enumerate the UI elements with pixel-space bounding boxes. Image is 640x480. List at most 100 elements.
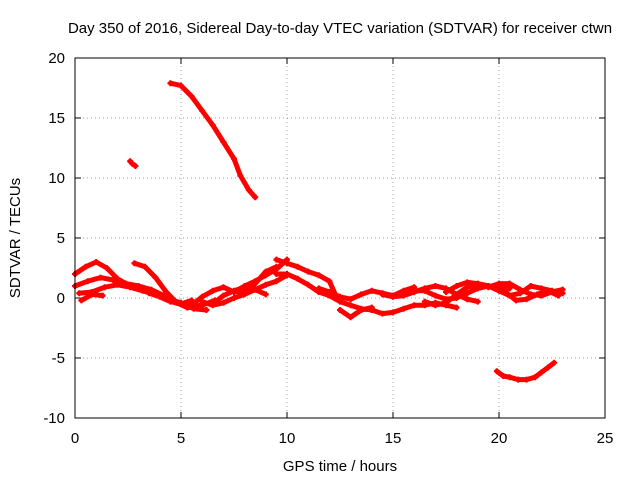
data-point: [400, 305, 407, 312]
data-point: [231, 289, 237, 295]
data-point: [368, 307, 375, 313]
data-point: [502, 289, 509, 295]
data-point: [152, 274, 159, 281]
data-point: [551, 359, 558, 366]
series-trace: [273, 271, 375, 313]
data-point: [78, 297, 85, 304]
data-point: [237, 172, 244, 179]
x-tick-label: 25: [597, 430, 614, 447]
data-point: [110, 277, 117, 283]
data-point: [506, 280, 513, 287]
data-point: [326, 278, 333, 285]
data-point: [284, 260, 290, 267]
data-point: [252, 286, 259, 293]
data-point: [103, 265, 110, 271]
data-point: [84, 278, 91, 285]
data-point: [464, 296, 471, 303]
data-point: [421, 298, 428, 305]
data-point: [252, 194, 259, 201]
data-point: [93, 259, 100, 265]
x-tick-label: 5: [177, 430, 185, 447]
data-point: [231, 295, 237, 301]
data-point: [188, 302, 195, 309]
data-point: [538, 369, 545, 376]
data-point: [326, 289, 333, 295]
data-point: [184, 304, 191, 311]
data-point: [97, 274, 104, 281]
data-point: [76, 290, 83, 297]
data-point: [273, 256, 280, 263]
data-point: [474, 298, 481, 305]
data-point: [379, 291, 386, 298]
data-point: [101, 284, 108, 291]
data-point: [493, 368, 500, 375]
data-point: [167, 80, 174, 87]
data-point: [411, 287, 418, 294]
data-point: [534, 291, 541, 298]
data-point: [523, 376, 530, 383]
data-point: [390, 293, 396, 300]
y-tick-label: 20: [48, 50, 65, 67]
data-point: [337, 293, 343, 300]
data-point: [555, 292, 562, 299]
data-point: [485, 284, 492, 291]
data-point: [231, 155, 237, 162]
data-series: [167, 80, 259, 201]
y-tick-label: 15: [48, 110, 65, 127]
chart-title: Day 350 of 2016, Sidereal Day-to-day VTE…: [68, 20, 612, 37]
data-point: [464, 279, 471, 286]
axis-ticks: 0 5 10 15 20 25 -10 -5 0 5 10 15 20: [43, 50, 613, 447]
data-point: [273, 271, 280, 277]
data-point: [347, 314, 354, 321]
data-point: [517, 286, 524, 293]
data-point: [305, 268, 312, 275]
data-point: [512, 297, 519, 304]
data-point: [515, 376, 522, 383]
data-point: [209, 287, 216, 294]
x-tick-label: 0: [71, 430, 79, 447]
data-point: [305, 281, 312, 288]
series-trace: [316, 284, 417, 302]
data-series: [78, 291, 106, 304]
y-tick-label: -5: [52, 350, 65, 367]
y-tick-label: 5: [57, 230, 65, 247]
data-point: [284, 271, 290, 277]
data-points: [72, 80, 566, 383]
x-tick-label: 10: [279, 430, 296, 447]
data-point: [262, 291, 269, 298]
data-point: [474, 280, 481, 287]
data-point: [443, 289, 449, 295]
data-point: [432, 302, 439, 309]
y-tick-label: -10: [43, 410, 65, 427]
data-point: [129, 160, 136, 167]
data-point: [358, 291, 365, 298]
data-point: [496, 280, 502, 287]
data-point: [400, 290, 407, 297]
data-point: [464, 290, 471, 297]
data-point: [315, 272, 322, 279]
data-point: [347, 302, 354, 309]
data-point: [432, 283, 439, 289]
data-point: [245, 187, 252, 193]
data-point: [294, 263, 301, 270]
data-point: [209, 301, 216, 307]
data-point: [241, 291, 248, 298]
data-point: [559, 286, 566, 293]
data-point: [163, 289, 170, 295]
data-point: [390, 309, 396, 316]
data-point: [152, 291, 159, 298]
data-point: [220, 139, 227, 145]
data-point: [453, 304, 460, 311]
data-point: [203, 307, 210, 313]
data-point: [315, 285, 322, 292]
data-point: [544, 364, 551, 371]
data-point: [443, 299, 449, 306]
x-axis-label: GPS time / hours: [283, 458, 397, 475]
data-point: [368, 287, 375, 294]
data-point: [99, 292, 106, 299]
data-point: [88, 291, 95, 298]
data-series: [493, 359, 558, 383]
data-point: [506, 374, 513, 381]
data-point: [132, 163, 139, 169]
